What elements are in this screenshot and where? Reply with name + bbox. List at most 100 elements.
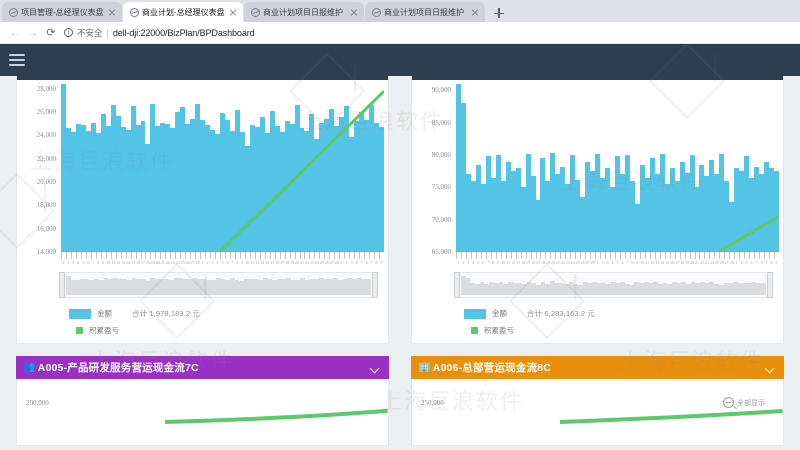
x-axis-tick	[475, 252, 481, 259]
zoom-out-icon[interactable]	[723, 397, 734, 408]
bar	[679, 161, 685, 252]
data-zoom-bar	[596, 283, 602, 295]
data-zoom-bar	[197, 278, 202, 295]
x-axis-tick-label: 19	[150, 260, 155, 265]
browser-tab-1[interactable]: 项目管理-总经理仪表盘	[2, 2, 122, 22]
x-axis-tick	[379, 252, 384, 259]
legend-row-amount[interactable]: 金额 合计 1,978,183.2 元	[69, 308, 388, 319]
new-tab-button[interactable]	[490, 4, 508, 22]
x-axis-tick-label: 25	[714, 260, 719, 265]
data-zoom-slider[interactable]	[59, 272, 378, 298]
x-axis-tick-label: 15	[526, 260, 531, 265]
x-axis-tick-label: 15	[131, 260, 136, 265]
data-zoom-bar	[187, 278, 193, 295]
close-icon[interactable]	[349, 7, 359, 17]
data-zoom-slider[interactable]	[454, 272, 773, 298]
x-axis-tick	[595, 252, 600, 259]
charts-row: 14,000 16,000 18,000 20,000 22,000 24,000 26,0…	[0, 76, 800, 344]
x-axis-tick	[456, 252, 461, 259]
x-axis-tick-label: 19	[290, 260, 295, 265]
data-zoom-handle-left[interactable]	[454, 272, 460, 298]
x-axis-tick-label: 23	[704, 260, 709, 265]
close-icon[interactable]	[107, 7, 117, 17]
tab-title: 商业计划项目日报维护	[384, 7, 464, 17]
chevron-down-icon[interactable]	[370, 363, 380, 373]
data-zoom-bar	[643, 281, 649, 295]
x-axis-tick	[70, 252, 76, 259]
browser-tab-3[interactable]: 商业计划项目日报维护	[244, 2, 364, 22]
panel-header-a005[interactable]: 👥 A005-产品研发服务营运现金流7C	[16, 356, 389, 379]
x-axis-tick-label: 6	[760, 260, 763, 265]
x-axis-tick-label: 2	[740, 260, 743, 265]
bar	[624, 155, 630, 252]
data-zoom-handle-right[interactable]	[767, 272, 773, 298]
chart-legend-right: 金额 合计 6,283,163.2 元 积累盈亏	[412, 308, 783, 336]
bar	[130, 106, 136, 252]
data-zoom-bar	[554, 283, 560, 295]
bar	[515, 168, 521, 252]
data-zoom-bar	[704, 283, 710, 295]
data-zoom-bar	[582, 282, 588, 295]
x-axis-tick	[224, 252, 230, 259]
x-axis-tick-label: 6	[365, 260, 368, 265]
x-axis-tick	[185, 252, 190, 259]
data-zoom-bar	[756, 282, 761, 295]
x-axis-tick-label: 3	[211, 260, 214, 265]
data-zoom-bar	[578, 284, 583, 295]
x-axis-tick	[704, 252, 709, 259]
data-zoom-handle-right[interactable]	[372, 272, 378, 298]
x-axis-tick-label: 19	[685, 260, 690, 265]
legend-swatch-dot	[76, 327, 83, 334]
x-axis-tick	[575, 252, 580, 259]
x-axis-tick-label: 8	[236, 260, 239, 265]
x-axis-labels: 1 2 3 4 5 6 7 8 9 10 11 12 13 14 15 16 17 18 19 20 21 22 23 24 2…	[61, 259, 384, 266]
bar	[654, 174, 660, 252]
y-axis-tick: 26,000	[36, 108, 56, 116]
legend-row-amount[interactable]: 金额 合计 6,283,163.2 元	[464, 308, 783, 319]
bar	[734, 168, 740, 252]
browser-tab-2[interactable]: 商业计划-总经理仪表盘	[123, 2, 243, 22]
tab-title: 商业计划项目日报维护	[263, 7, 343, 17]
close-icon[interactable]	[470, 7, 480, 17]
security-status: 不安全	[77, 27, 103, 38]
browser-tab-4[interactable]: 商业计划项目日报维护	[365, 2, 485, 22]
x-axis-tick-label: 9	[380, 260, 383, 265]
zoom-out-control[interactable]: 全部显示	[723, 397, 765, 408]
data-zoom-bar	[671, 282, 677, 295]
bar	[619, 174, 625, 252]
x-axis-ticks	[456, 252, 779, 259]
x-axis-tick	[215, 252, 220, 259]
legend-row-cumulative[interactable]: 积累盈亏	[69, 325, 388, 336]
x-axis-tick	[180, 252, 185, 259]
data-zoom-bar	[89, 279, 95, 295]
x-axis-tick	[195, 252, 200, 259]
x-axis-tick-label: 17	[280, 260, 285, 265]
data-zoom-bar	[169, 279, 174, 295]
x-axis-tick-label: 12	[650, 260, 655, 265]
data-zoom-bar	[300, 278, 306, 295]
close-icon[interactable]	[228, 7, 238, 17]
bar	[470, 180, 476, 252]
panel-header-a006[interactable]: 🏢 A006-总部营运现金流8C	[411, 356, 784, 379]
data-zoom-bar	[281, 279, 287, 295]
legend-row-cumulative[interactable]: 积累盈亏	[464, 325, 783, 336]
forward-button[interactable]: →	[27, 26, 39, 39]
back-button[interactable]: ←	[9, 26, 21, 39]
data-zoom-bar	[573, 283, 579, 295]
bar	[510, 171, 516, 252]
data-zoom-bar	[568, 281, 574, 295]
info-icon[interactable]	[64, 28, 73, 37]
reload-button[interactable]: ⟳	[46, 27, 56, 39]
data-zoom-handle-left[interactable]	[59, 272, 65, 298]
bar	[490, 177, 496, 252]
bar	[580, 197, 586, 252]
x-axis-tick-label: 27	[329, 260, 334, 265]
bar	[669, 168, 675, 252]
x-axis-tick-label: 6	[87, 260, 90, 265]
x-axis-tick	[374, 252, 379, 259]
x-axis-tick	[644, 252, 650, 259]
hamburger-icon[interactable]	[9, 54, 25, 66]
address-bar[interactable]: 不安全 | dell-dji:22000/BizPlan/BPDashboard	[64, 25, 794, 41]
chevron-down-icon[interactable]	[765, 363, 775, 373]
x-axis-tick	[774, 252, 779, 259]
